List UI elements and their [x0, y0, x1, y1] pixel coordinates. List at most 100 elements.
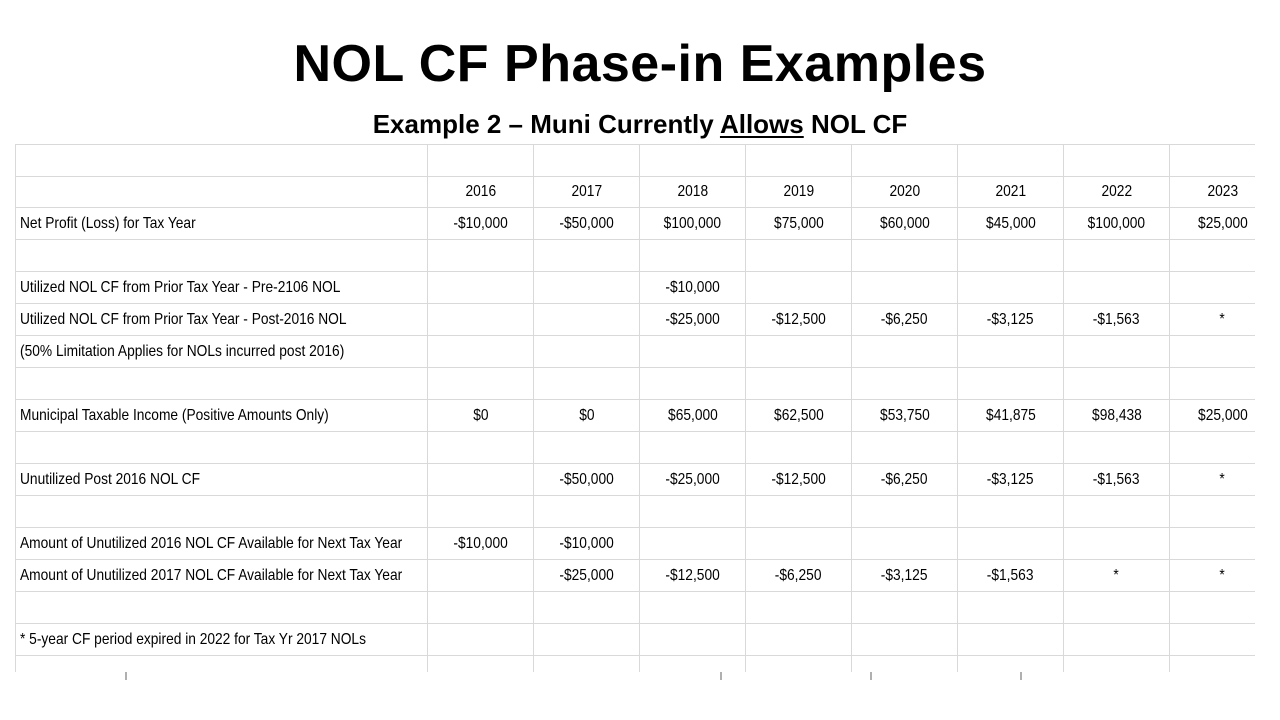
value-cell	[851, 655, 958, 672]
value-cell	[1169, 431, 1255, 464]
cell-value: -$1,563	[987, 566, 1034, 584]
row-label: Amount of Unutilized 2016 NOL CF Availab…	[20, 534, 403, 552]
value-cell	[957, 271, 1064, 304]
value-cell	[1169, 655, 1255, 672]
value-cell: $45,000	[957, 207, 1064, 240]
cell-value: $62,500	[773, 406, 824, 424]
cell-value: -$25,000	[665, 470, 720, 488]
row-label: (50% Limitation Applies for NOLs incurre…	[20, 342, 345, 360]
value-cell: $98,438	[1063, 399, 1170, 432]
value-cell	[1063, 431, 1170, 464]
cell-value: $25,000	[1197, 406, 1248, 424]
value-cell: -$10,000	[427, 527, 534, 560]
table-row	[15, 367, 1255, 400]
value-cell	[533, 495, 640, 528]
value-cell	[533, 431, 640, 464]
table-row	[15, 239, 1255, 272]
value-cell: *	[1063, 559, 1170, 592]
value-cell	[957, 623, 1064, 656]
value-cell	[957, 367, 1064, 400]
row-label: Unutilized Post 2016 NOL CF	[20, 470, 200, 488]
cell-value: $98,438	[1091, 406, 1142, 424]
row-label-cell	[15, 591, 428, 624]
cell-value: *	[1219, 310, 1226, 328]
value-cell	[639, 655, 746, 672]
value-cell	[427, 335, 534, 368]
cell-value: -$12,500	[771, 470, 826, 488]
year-label: 2019	[783, 183, 814, 200]
cell-value: $53,750	[879, 406, 930, 424]
year-header-cell: 2021	[957, 176, 1064, 208]
tick-mark	[720, 672, 722, 680]
value-cell	[639, 144, 746, 177]
value-cell	[639, 239, 746, 272]
tick-mark	[125, 672, 127, 680]
cell-value: -$12,500	[665, 566, 720, 584]
value-cell	[639, 335, 746, 368]
year-label: 2018	[677, 183, 708, 200]
value-cell	[1063, 591, 1170, 624]
table-row	[15, 144, 1255, 177]
year-header-cell: 2020	[851, 176, 958, 208]
value-cell: -$25,000	[639, 463, 746, 496]
value-cell	[1063, 271, 1170, 304]
table-row	[15, 495, 1255, 528]
table-row: Utilized NOL CF from Prior Tax Year - Pr…	[15, 271, 1255, 304]
row-label-cell	[15, 144, 428, 177]
year-header-cell: 2018	[639, 176, 746, 208]
row-label: Net Profit (Loss) for Tax Year	[20, 214, 196, 232]
value-cell	[533, 303, 640, 336]
value-cell	[427, 559, 534, 592]
cell-value: $0	[472, 406, 489, 424]
cell-value: -$3,125	[987, 470, 1034, 488]
value-cell	[1169, 271, 1255, 304]
cell-value: -$25,000	[559, 566, 614, 584]
table-row: Amount of Unutilized 2017 NOL CF Availab…	[15, 559, 1255, 592]
cell-value: -$1,563	[1093, 310, 1140, 328]
value-cell	[639, 495, 746, 528]
cell-value: -$3,125	[987, 310, 1034, 328]
row-label-cell: Net Profit (Loss) for Tax Year	[15, 207, 428, 240]
value-cell: *	[1169, 463, 1255, 496]
value-cell	[1063, 527, 1170, 560]
value-cell: -$10,000	[427, 207, 534, 240]
sheet-bottom-ticks	[0, 672, 1280, 692]
value-cell	[1063, 655, 1170, 672]
row-label-cell	[15, 367, 428, 400]
value-cell: -$12,500	[639, 559, 746, 592]
value-cell	[1063, 335, 1170, 368]
value-cell	[745, 144, 852, 177]
table-row: Unutilized Post 2016 NOL CF -$50,000 -$25,…	[15, 463, 1255, 496]
value-cell	[533, 239, 640, 272]
table-row	[15, 431, 1255, 464]
row-label-cell	[15, 239, 428, 272]
cell-value: $100,000	[1087, 214, 1146, 232]
value-cell	[1169, 623, 1255, 656]
value-cell	[533, 623, 640, 656]
value-cell	[533, 655, 640, 672]
row-label: Municipal Taxable Income (Positive Amoun…	[20, 406, 329, 424]
year-label: 2023	[1207, 183, 1238, 200]
cell-value: -$25,000	[665, 310, 720, 328]
row-label-cell: Unutilized Post 2016 NOL CF	[15, 463, 428, 496]
value-cell: -$6,250	[851, 463, 958, 496]
cell-value: -$6,250	[881, 470, 928, 488]
value-cell	[427, 623, 534, 656]
year-label: 2022	[1101, 183, 1132, 200]
value-cell: $100,000	[1063, 207, 1170, 240]
row-label-cell: Amount of Unutilized 2017 NOL CF Availab…	[15, 559, 428, 592]
tick-mark	[870, 672, 872, 680]
slide-subtitle: Example 2 – Muni Currently Allows NOL CF	[0, 106, 1280, 142]
value-cell: -$25,000	[639, 303, 746, 336]
value-cell	[957, 239, 1064, 272]
value-cell	[427, 495, 534, 528]
value-cell: $62,500	[745, 399, 852, 432]
row-label: Utilized NOL CF from Prior Tax Year - Pr…	[20, 278, 341, 296]
year-header-cell: 2019	[745, 176, 852, 208]
value-cell: $41,875	[957, 399, 1064, 432]
value-cell: -$6,250	[745, 559, 852, 592]
value-cell: $75,000	[745, 207, 852, 240]
cell-value: $41,875	[985, 406, 1036, 424]
table-row: Utilized NOL CF from Prior Tax Year - Po…	[15, 303, 1255, 336]
value-cell	[745, 655, 852, 672]
